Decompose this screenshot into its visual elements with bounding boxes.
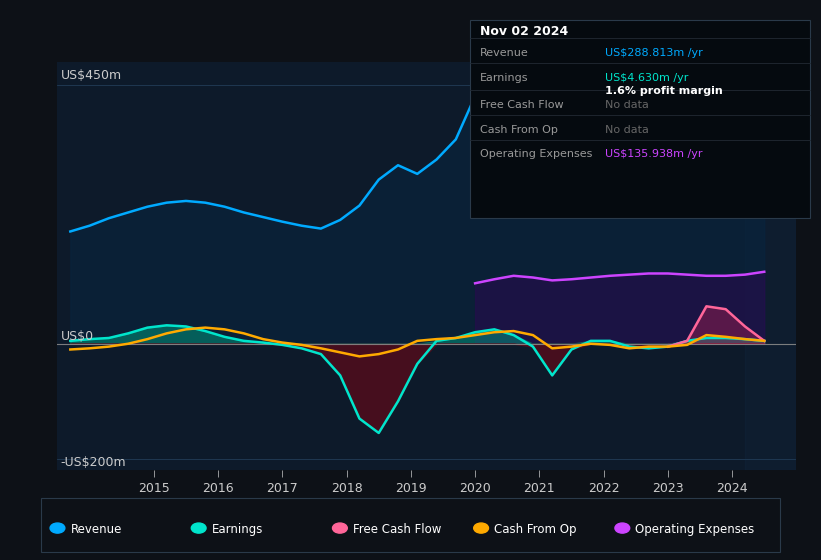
Text: Operating Expenses: Operating Expenses <box>635 522 754 535</box>
Text: No data: No data <box>605 100 649 110</box>
Text: 1.6% profit margin: 1.6% profit margin <box>605 86 722 96</box>
Text: -US$200m: -US$200m <box>61 456 126 469</box>
Text: Operating Expenses: Operating Expenses <box>480 150 593 159</box>
Text: Cash From Op: Cash From Op <box>480 125 558 134</box>
Text: Cash From Op: Cash From Op <box>494 522 576 535</box>
Text: Free Cash Flow: Free Cash Flow <box>353 522 442 535</box>
Text: US$135.938m /yr: US$135.938m /yr <box>605 150 703 159</box>
Text: Nov 02 2024: Nov 02 2024 <box>480 25 568 38</box>
Text: US$288.813m /yr: US$288.813m /yr <box>605 48 703 58</box>
Text: Earnings: Earnings <box>212 522 264 535</box>
Text: Revenue: Revenue <box>71 522 122 535</box>
Bar <box>745 62 796 470</box>
Text: Free Cash Flow: Free Cash Flow <box>480 100 564 110</box>
Text: US$450m: US$450m <box>61 69 122 82</box>
Text: No data: No data <box>605 125 649 134</box>
Text: US$4.630m /yr: US$4.630m /yr <box>605 73 689 83</box>
Text: US$0: US$0 <box>61 330 94 343</box>
Text: Revenue: Revenue <box>480 48 529 58</box>
Text: Earnings: Earnings <box>480 73 529 83</box>
